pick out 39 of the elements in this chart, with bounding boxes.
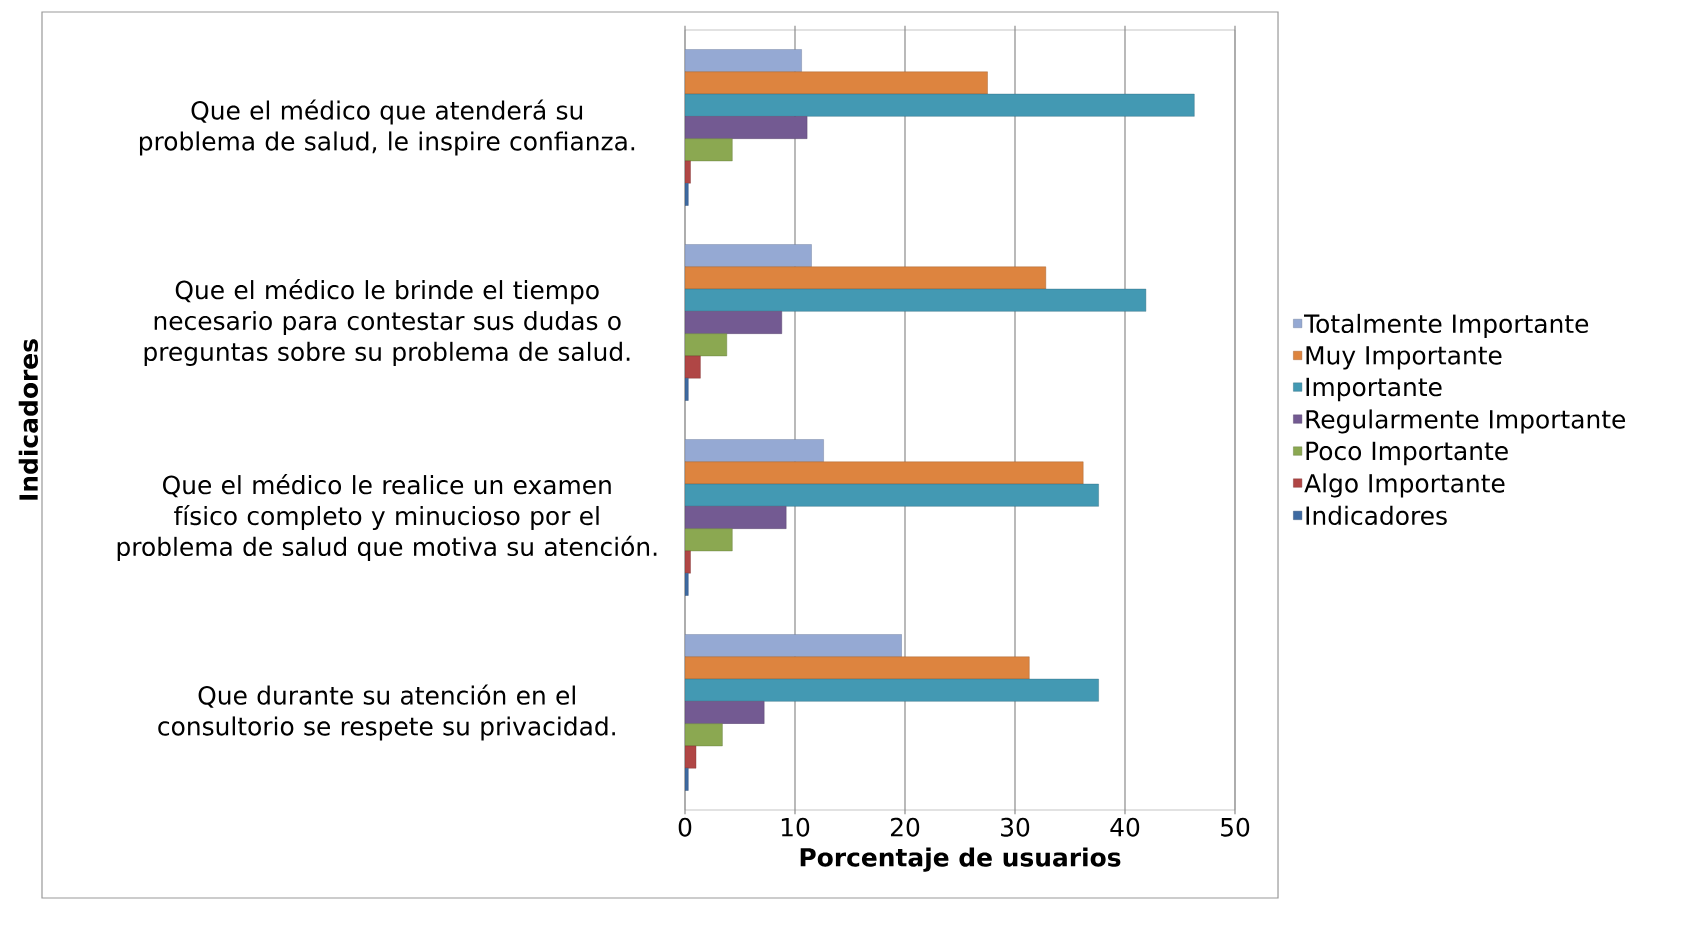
bar — [685, 116, 808, 139]
bar — [685, 634, 902, 657]
bar — [685, 49, 802, 72]
bar — [685, 656, 1030, 680]
y-tick-label: Que durante su atención en el consultorio se respete su privacidad. — [158, 684, 615, 741]
bar — [685, 138, 733, 162]
bar — [685, 244, 812, 267]
x-tick-label: 10 — [781, 817, 810, 837]
legend-label: Muy Importante — [1306, 346, 1502, 370]
legend-label: Poco Importante — [1306, 441, 1508, 466]
bar — [685, 461, 1084, 485]
legend-label: Totalmente Importante — [1304, 313, 1589, 338]
x-tick-label: 0 — [678, 817, 692, 837]
legend-label: Indicadores — [1306, 505, 1447, 526]
bar — [685, 71, 988, 95]
y-tick-label: Que el médico que atenderá su problema de salud, le inspire confianza. — [139, 99, 635, 156]
x-axis-title: Porcentaje de usuarios — [800, 847, 1121, 872]
bar — [685, 266, 1046, 290]
bar — [685, 311, 782, 334]
bar — [685, 506, 787, 529]
legend-label: Importante — [1306, 377, 1442, 402]
x-tick-label: 20 — [890, 817, 920, 837]
bar — [685, 723, 723, 747]
y-tick-label: Que el médico le brinde el tiempo necesario para contestar sus dudas o preguntas sobre su problema de salud. — [144, 279, 630, 366]
bar — [685, 528, 733, 552]
bar — [685, 333, 727, 357]
x-tick-label: 40 — [1110, 817, 1140, 837]
bar — [685, 701, 765, 724]
legend-label: Algo Importante — [1304, 473, 1505, 498]
x-tick-label: 30 — [1001, 817, 1030, 837]
bar — [685, 483, 1099, 507]
legend-label: Regularmente Importante — [1306, 409, 1626, 434]
x-tick-label: 50 — [1221, 817, 1250, 837]
y-axis-title: Indicadores — [18, 339, 38, 500]
bar — [685, 288, 1147, 312]
y-tick-label: Que el médico le realice un examen físico completo y minucioso por el problema de salud que motiva su atención. — [117, 474, 657, 561]
bar — [685, 678, 1099, 702]
bar — [685, 93, 1195, 117]
bar — [685, 439, 824, 462]
